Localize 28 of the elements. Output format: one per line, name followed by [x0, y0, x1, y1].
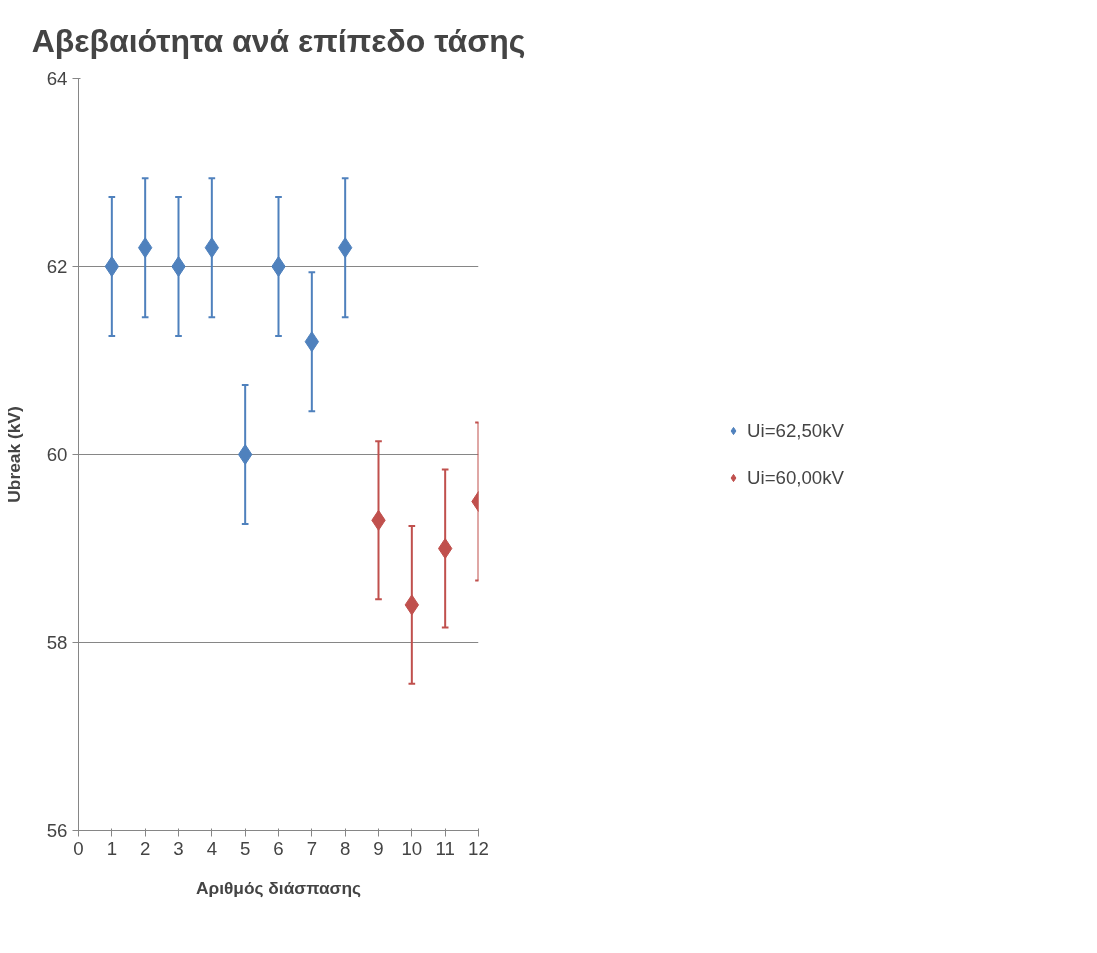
x-tick-label: 2	[139, 837, 151, 859]
point	[171, 256, 186, 277]
x-tick-label: 0	[73, 837, 84, 859]
y-tick-label: 64	[46, 68, 68, 89]
legend-label: Ui=62,50kV	[747, 419, 844, 442]
x-tick-label: 12	[468, 837, 489, 859]
x-tick-label: 5	[239, 837, 251, 859]
x-tick-label: 3	[173, 837, 184, 859]
x-tick-label: 11	[435, 837, 455, 859]
chart-title: Αβεβαιότητα ανά επίπεδο τάσης	[31, 22, 526, 59]
legend-label: Ui=60,00kV	[747, 466, 844, 489]
x-tick-label: 8	[339, 837, 351, 859]
point	[438, 538, 453, 559]
x-tick-label: 10	[401, 837, 423, 859]
x-tick-label: 4	[206, 837, 218, 859]
x-tick-label: 6	[273, 837, 284, 859]
x-tick-label: 1	[106, 837, 118, 859]
y-tick-label: 62	[46, 256, 68, 277]
point	[104, 256, 119, 277]
x-tick-label: 7	[306, 837, 318, 859]
x-tick-label: 9	[373, 837, 384, 859]
y-axis-title: Ubreak (kV)	[3, 406, 24, 503]
y-tick-label: 60	[46, 444, 68, 465]
point	[271, 256, 286, 277]
y-tick-label: 56	[46, 820, 68, 841]
x-axis-title: Αριθμός διάσπασης	[195, 877, 362, 898]
point	[238, 444, 253, 465]
y-tick-label: 58	[46, 632, 68, 653]
